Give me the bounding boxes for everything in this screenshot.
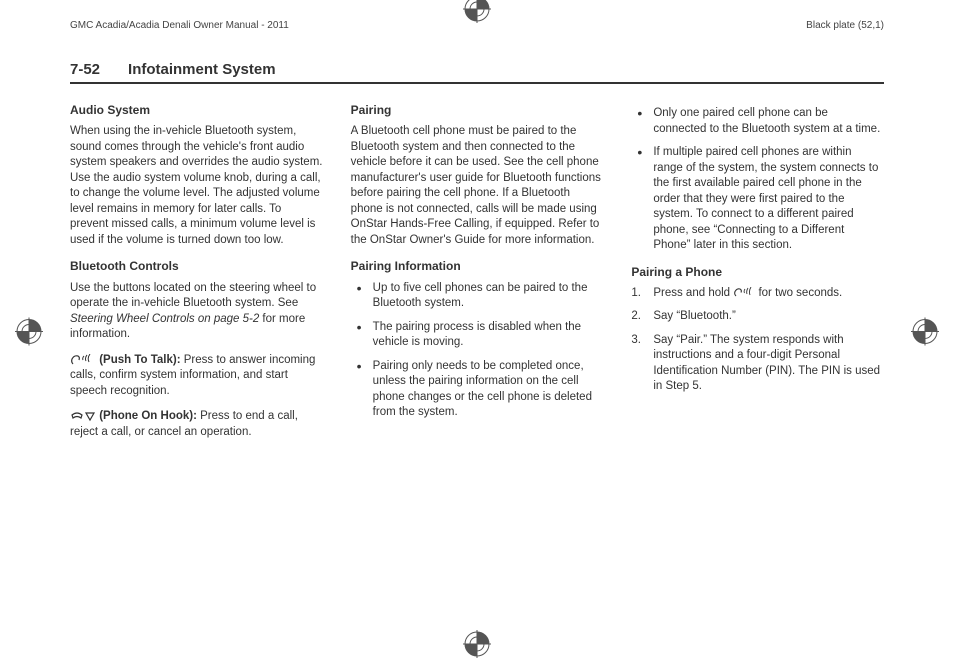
column-2: Pairing A Bluetooth cell phone must be p… <box>351 102 604 450</box>
registration-mark-bottom <box>463 630 491 663</box>
list-item: Pairing only needs to be completed once,… <box>351 359 604 421</box>
step2-text: Say “Bluetooth.” <box>653 310 735 322</box>
manual-page: GMC Acadia/Acadia Denali Owner Manual - … <box>0 0 954 668</box>
list-item: 1. Press and hold for two seconds. <box>631 286 884 302</box>
header-row: GMC Acadia/Acadia Denali Owner Manual - … <box>70 20 884 31</box>
column-1: Audio System When using the in-vehicle B… <box>70 102 323 450</box>
bt-controls-xref: Steering Wheel Controls on page 5-2 <box>70 313 259 325</box>
push-to-talk-icon <box>733 287 755 298</box>
ptt-label: (Push To Talk): <box>96 354 181 366</box>
list-item: 2. Say “Bluetooth.” <box>631 309 884 325</box>
page-title-row: 7-52 Infotainment System <box>70 61 884 84</box>
list-item: Only one paired cell phone can be connec… <box>631 106 884 137</box>
pairing-info-list: Up to five cell phones can be paired to … <box>351 281 604 421</box>
phone-on-hook-icon <box>70 410 96 422</box>
column-3: Only one paired cell phone can be connec… <box>631 102 884 450</box>
para-audio-system: When using the in-vehicle Bluetooth syst… <box>70 124 323 248</box>
heading-audio-system: Audio System <box>70 102 323 118</box>
content-columns: Audio System When using the in-vehicle B… <box>70 102 884 450</box>
para-phone-on-hook: (Phone On Hook): Press to end a call, re… <box>70 409 323 440</box>
para-bt-controls: Use the buttons located on the steering … <box>70 281 323 343</box>
push-to-talk-icon <box>70 354 96 366</box>
heading-bluetooth-controls: Bluetooth Controls <box>70 258 323 274</box>
step-number: 2. <box>631 309 641 325</box>
heading-pairing: Pairing <box>351 102 604 118</box>
step3-text: Say “Pair.” The system responds with ins… <box>653 334 880 393</box>
poh-label: (Phone On Hook): <box>96 410 197 422</box>
pairing-info-list-cont: Only one paired cell phone can be connec… <box>631 106 884 254</box>
heading-pairing-phone: Pairing a Phone <box>631 264 884 280</box>
plate-label: Black plate (52,1) <box>806 20 884 31</box>
step1-a: Press and hold <box>653 287 733 299</box>
step-number: 3. <box>631 333 641 349</box>
heading-pairing-info: Pairing Information <box>351 258 604 274</box>
list-item: 3. Say “Pair.” The system responds with i… <box>631 333 884 395</box>
chapter-title: Infotainment System <box>128 61 276 78</box>
registration-mark-left <box>15 318 43 351</box>
list-item: Up to five cell phones can be paired to … <box>351 281 604 312</box>
para-push-to-talk: (Push To Talk): Press to answer incoming… <box>70 353 323 400</box>
step-number: 1. <box>631 286 641 302</box>
list-item: The pairing process is disabled when the… <box>351 320 604 351</box>
pairing-steps: 1. Press and hold for two seconds. 2. Say… <box>631 286 884 395</box>
list-item: If multiple paired cell phones are withi… <box>631 145 884 254</box>
registration-mark-right <box>911 318 939 351</box>
step1-b: for two seconds. <box>755 287 842 299</box>
page-number: 7-52 <box>70 61 100 78</box>
para-pairing: A Bluetooth cell phone must be paired to… <box>351 124 604 248</box>
bt-controls-text-a: Use the buttons located on the steering … <box>70 282 316 310</box>
doc-title: GMC Acadia/Acadia Denali Owner Manual - … <box>70 20 289 31</box>
